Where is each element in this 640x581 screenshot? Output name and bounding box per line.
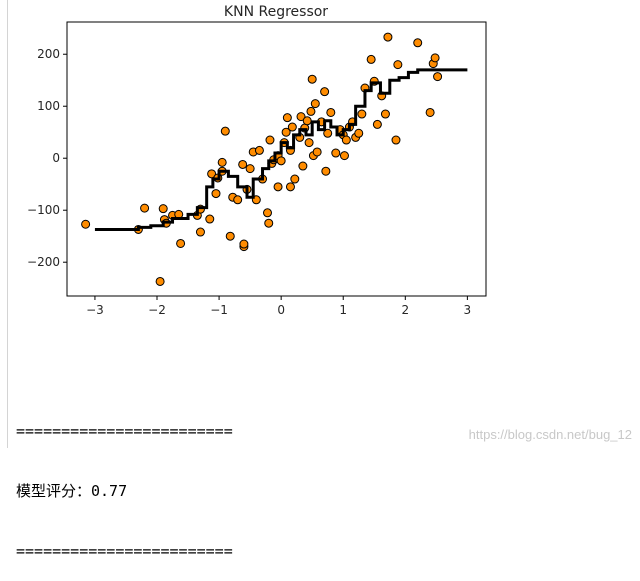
scatter-points xyxy=(81,32,443,286)
data-point xyxy=(211,189,221,199)
data-point xyxy=(276,156,286,166)
x-tick-label: 2 xyxy=(401,303,409,317)
x-tick-label: −2 xyxy=(148,303,166,317)
data-point xyxy=(320,87,330,97)
data-point xyxy=(265,135,275,145)
data-point xyxy=(393,60,403,70)
data-point xyxy=(217,157,227,167)
data-point xyxy=(310,99,320,109)
data-point xyxy=(326,107,336,117)
model-score-line: 模型评分：0.77 xyxy=(16,482,128,500)
data-point xyxy=(254,145,264,155)
x-tick-label: 1 xyxy=(339,303,347,317)
y-tick-label: 0 xyxy=(52,151,60,165)
data-point xyxy=(430,53,440,63)
data-point xyxy=(331,148,341,158)
data-point xyxy=(220,126,230,136)
watermark: https://blog.csdn.net/bug_12 xyxy=(468,427,632,442)
knn-prediction-line xyxy=(94,68,468,231)
data-point xyxy=(282,113,292,123)
data-point xyxy=(158,204,168,214)
data-point xyxy=(298,161,308,171)
y-axis: −200 −100 0 100 200 xyxy=(27,47,67,269)
data-point xyxy=(372,119,382,129)
data-point xyxy=(273,182,283,192)
data-point xyxy=(205,214,215,224)
data-point xyxy=(195,227,205,237)
y-tick-label: 200 xyxy=(37,47,60,61)
data-point xyxy=(339,151,349,161)
data-point xyxy=(380,109,390,119)
data-point xyxy=(341,135,351,145)
cell-left-border xyxy=(7,0,8,448)
data-point xyxy=(413,38,423,48)
data-point xyxy=(312,147,322,157)
data-point xyxy=(433,72,443,82)
data-point xyxy=(323,128,333,138)
data-point xyxy=(155,276,165,286)
y-tick-label: 100 xyxy=(37,99,60,113)
data-point xyxy=(302,116,312,126)
data-point xyxy=(307,74,317,84)
data-point xyxy=(296,112,306,122)
x-axis: −3 −2 −1 0 1 2 3 xyxy=(86,296,471,317)
plot-frame xyxy=(66,21,487,297)
x-tick-label: −3 xyxy=(86,303,104,317)
x-tick-label: 0 xyxy=(277,303,285,317)
knn-regressor-chart: KNN Regressor −3 −2 −1 0 1 2 3 −200 −100 0 100 200 xyxy=(27,4,487,317)
data-point xyxy=(140,203,150,213)
data-point xyxy=(354,128,364,138)
data-point xyxy=(245,164,255,174)
data-point xyxy=(238,159,248,169)
console-output: ======================== 模型评分：0.77 =====… xyxy=(16,381,233,581)
data-point xyxy=(81,219,91,229)
data-point xyxy=(225,231,235,241)
data-point xyxy=(366,54,376,64)
data-point xyxy=(357,109,367,119)
chart-title: KNN Regressor xyxy=(224,4,328,20)
data-point xyxy=(304,138,314,148)
data-point xyxy=(425,107,435,117)
data-point xyxy=(306,106,316,116)
data-point xyxy=(391,135,401,145)
data-point xyxy=(233,195,243,205)
data-point xyxy=(281,127,291,137)
separator-bottom: ======================== xyxy=(16,542,233,560)
data-point xyxy=(290,174,300,184)
data-point xyxy=(287,122,297,132)
data-point xyxy=(321,166,331,176)
separator-top: ======================== xyxy=(16,422,233,440)
y-tick-label: −100 xyxy=(27,203,60,217)
y-tick-label: −200 xyxy=(27,255,60,269)
data-point xyxy=(264,218,274,228)
data-point xyxy=(239,239,249,249)
data-point xyxy=(383,32,393,42)
x-tick-label: −1 xyxy=(210,303,228,317)
data-point xyxy=(176,238,186,248)
data-point xyxy=(285,182,295,192)
x-tick-label: 3 xyxy=(464,303,472,317)
data-point xyxy=(263,208,272,218)
